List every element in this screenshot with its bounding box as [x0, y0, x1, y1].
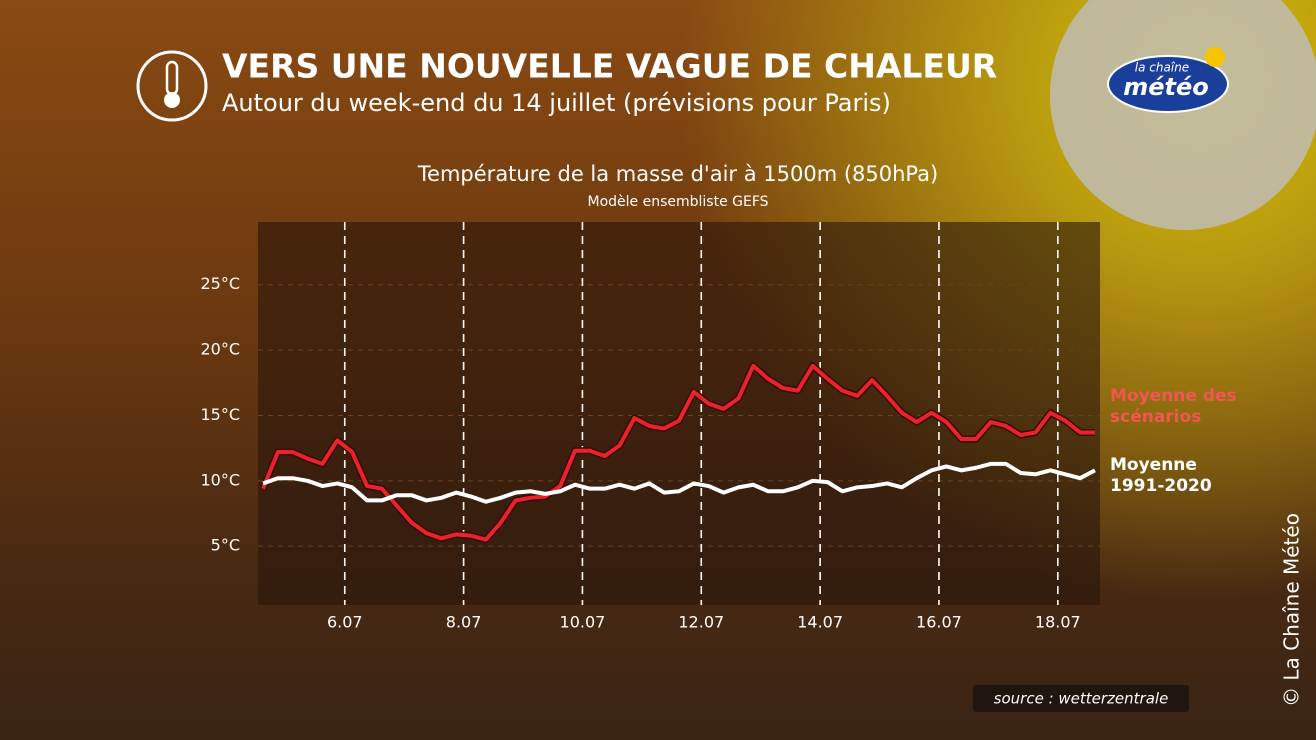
sun-disk — [1050, 0, 1316, 230]
series-line — [262, 461, 1096, 504]
chart-title: Température de la masse d'air à 1500m (8… — [417, 162, 938, 186]
x-tick-label: 12.07 — [678, 613, 724, 632]
series-label: Moyenne des scénarios — [1110, 386, 1237, 427]
source-box — [973, 685, 1189, 712]
x-tick-label: 6.07 — [327, 613, 363, 632]
series-label: Moyenne 1991-2020 — [1110, 455, 1212, 496]
series-line — [261, 363, 1095, 542]
page-title: VERS UNE NOUVELLE VAGUE DE CHALEUR — [222, 47, 997, 86]
y-tick-label: 25°C — [200, 274, 240, 293]
copyright: © La Chaîne Météo — [1280, 513, 1304, 707]
y-tick-label: 20°C — [200, 340, 240, 359]
x-tick-label: 16.07 — [916, 613, 962, 632]
thermometer-icon — [165, 60, 179, 96]
logo-text: météo — [1123, 73, 1209, 101]
x-tick-label: 8.07 — [446, 613, 482, 632]
logo — [1107, 55, 1229, 113]
x-tick-label: 14.07 — [797, 613, 843, 632]
chart-subtitle: Modèle ensembliste GEFS — [587, 194, 768, 210]
thermometer-icon — [164, 92, 180, 108]
x-tick-label: 10.07 — [560, 613, 606, 632]
y-tick-label: 10°C — [200, 470, 240, 489]
page-subtitle: Autour du week-end du 14 juillet (prévis… — [222, 89, 891, 117]
thermometer-icon — [136, 50, 208, 122]
source: source : wetterzentrale — [994, 690, 1169, 708]
y-tick-label: 15°C — [200, 405, 240, 424]
y-tick-label: 5°C — [211, 536, 240, 555]
logo-sun — [1205, 47, 1225, 67]
plot: 5°C 10°C 15°C 20°C 25°C 6.07 8.07 10.07 12.07 14.… — [200, 222, 1100, 632]
x-tick-label: 18.07 — [1035, 613, 1081, 632]
logo-text: la chaîne — [1135, 61, 1189, 75]
